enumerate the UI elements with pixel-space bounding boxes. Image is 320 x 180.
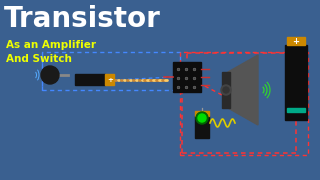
Text: +: +: [292, 37, 300, 46]
Circle shape: [196, 112, 208, 124]
Bar: [105, 74, 114, 85]
Bar: [222, 72, 230, 108]
Bar: [195, 111, 209, 116]
Bar: [287, 108, 305, 112]
Text: +: +: [107, 76, 113, 82]
Bar: [287, 37, 305, 45]
Circle shape: [41, 66, 59, 84]
Circle shape: [198, 114, 206, 122]
Text: As an Amplifier
And Switch: As an Amplifier And Switch: [6, 40, 96, 64]
Bar: [285, 45, 307, 120]
Polygon shape: [228, 55, 258, 125]
Bar: [173, 62, 201, 92]
Bar: [195, 116, 209, 138]
Bar: [75, 74, 105, 85]
Circle shape: [221, 85, 231, 95]
Circle shape: [223, 87, 229, 93]
Text: Transistor: Transistor: [4, 5, 161, 33]
